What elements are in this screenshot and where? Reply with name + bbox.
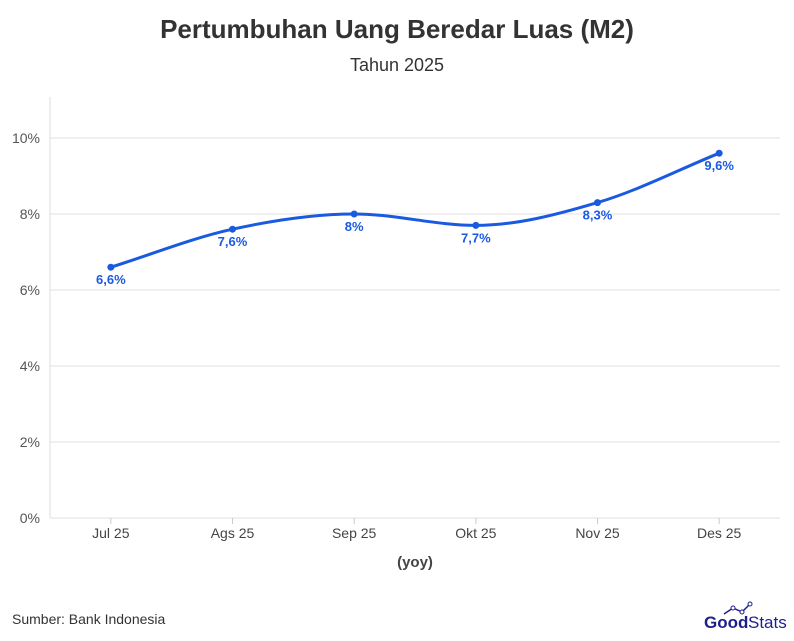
x-tick-label: Des 25 <box>697 525 742 541</box>
data-label: 8% <box>345 219 364 234</box>
data-point <box>472 221 480 229</box>
data-label: 9,6% <box>704 158 734 173</box>
data-label: 7,6% <box>218 234 248 249</box>
x-tick-label: Okt 25 <box>455 525 496 541</box>
y-tick-label: 4% <box>20 358 40 374</box>
data-point <box>107 263 115 271</box>
data-point <box>350 210 358 218</box>
series-line <box>110 151 720 269</box>
y-tick-label: 10% <box>12 130 40 146</box>
data-point <box>715 149 723 157</box>
x-tick-label: Nov 25 <box>575 525 620 541</box>
source-note: Sumber: Bank Indonesia <box>12 611 166 627</box>
x-axis-label: (yoy) <box>397 554 433 571</box>
y-tick-label: 6% <box>20 282 40 298</box>
y-tick-label: 8% <box>20 206 40 222</box>
x-tick-label: Jul 25 <box>92 525 130 541</box>
data-point <box>229 225 236 233</box>
chart-subtitle: Tahun 2025 <box>350 55 444 75</box>
data-point <box>594 199 601 207</box>
y-tick-label: 0% <box>20 510 40 526</box>
data-label: 6,6% <box>96 272 126 287</box>
svg-text:Good: Good <box>704 613 748 632</box>
data-label: 8,3% <box>583 208 613 223</box>
goodstats-logo: Good Stats <box>704 601 787 632</box>
x-tick-label: Ags 25 <box>211 525 255 541</box>
svg-text:Stats: Stats <box>748 613 787 632</box>
x-tick-label: Sep 25 <box>332 525 377 541</box>
chart-title: Pertumbuhan Uang Beredar Luas (M2) <box>160 14 634 44</box>
data-label: 7,7% <box>461 230 491 245</box>
y-tick-label: 2% <box>20 434 40 450</box>
